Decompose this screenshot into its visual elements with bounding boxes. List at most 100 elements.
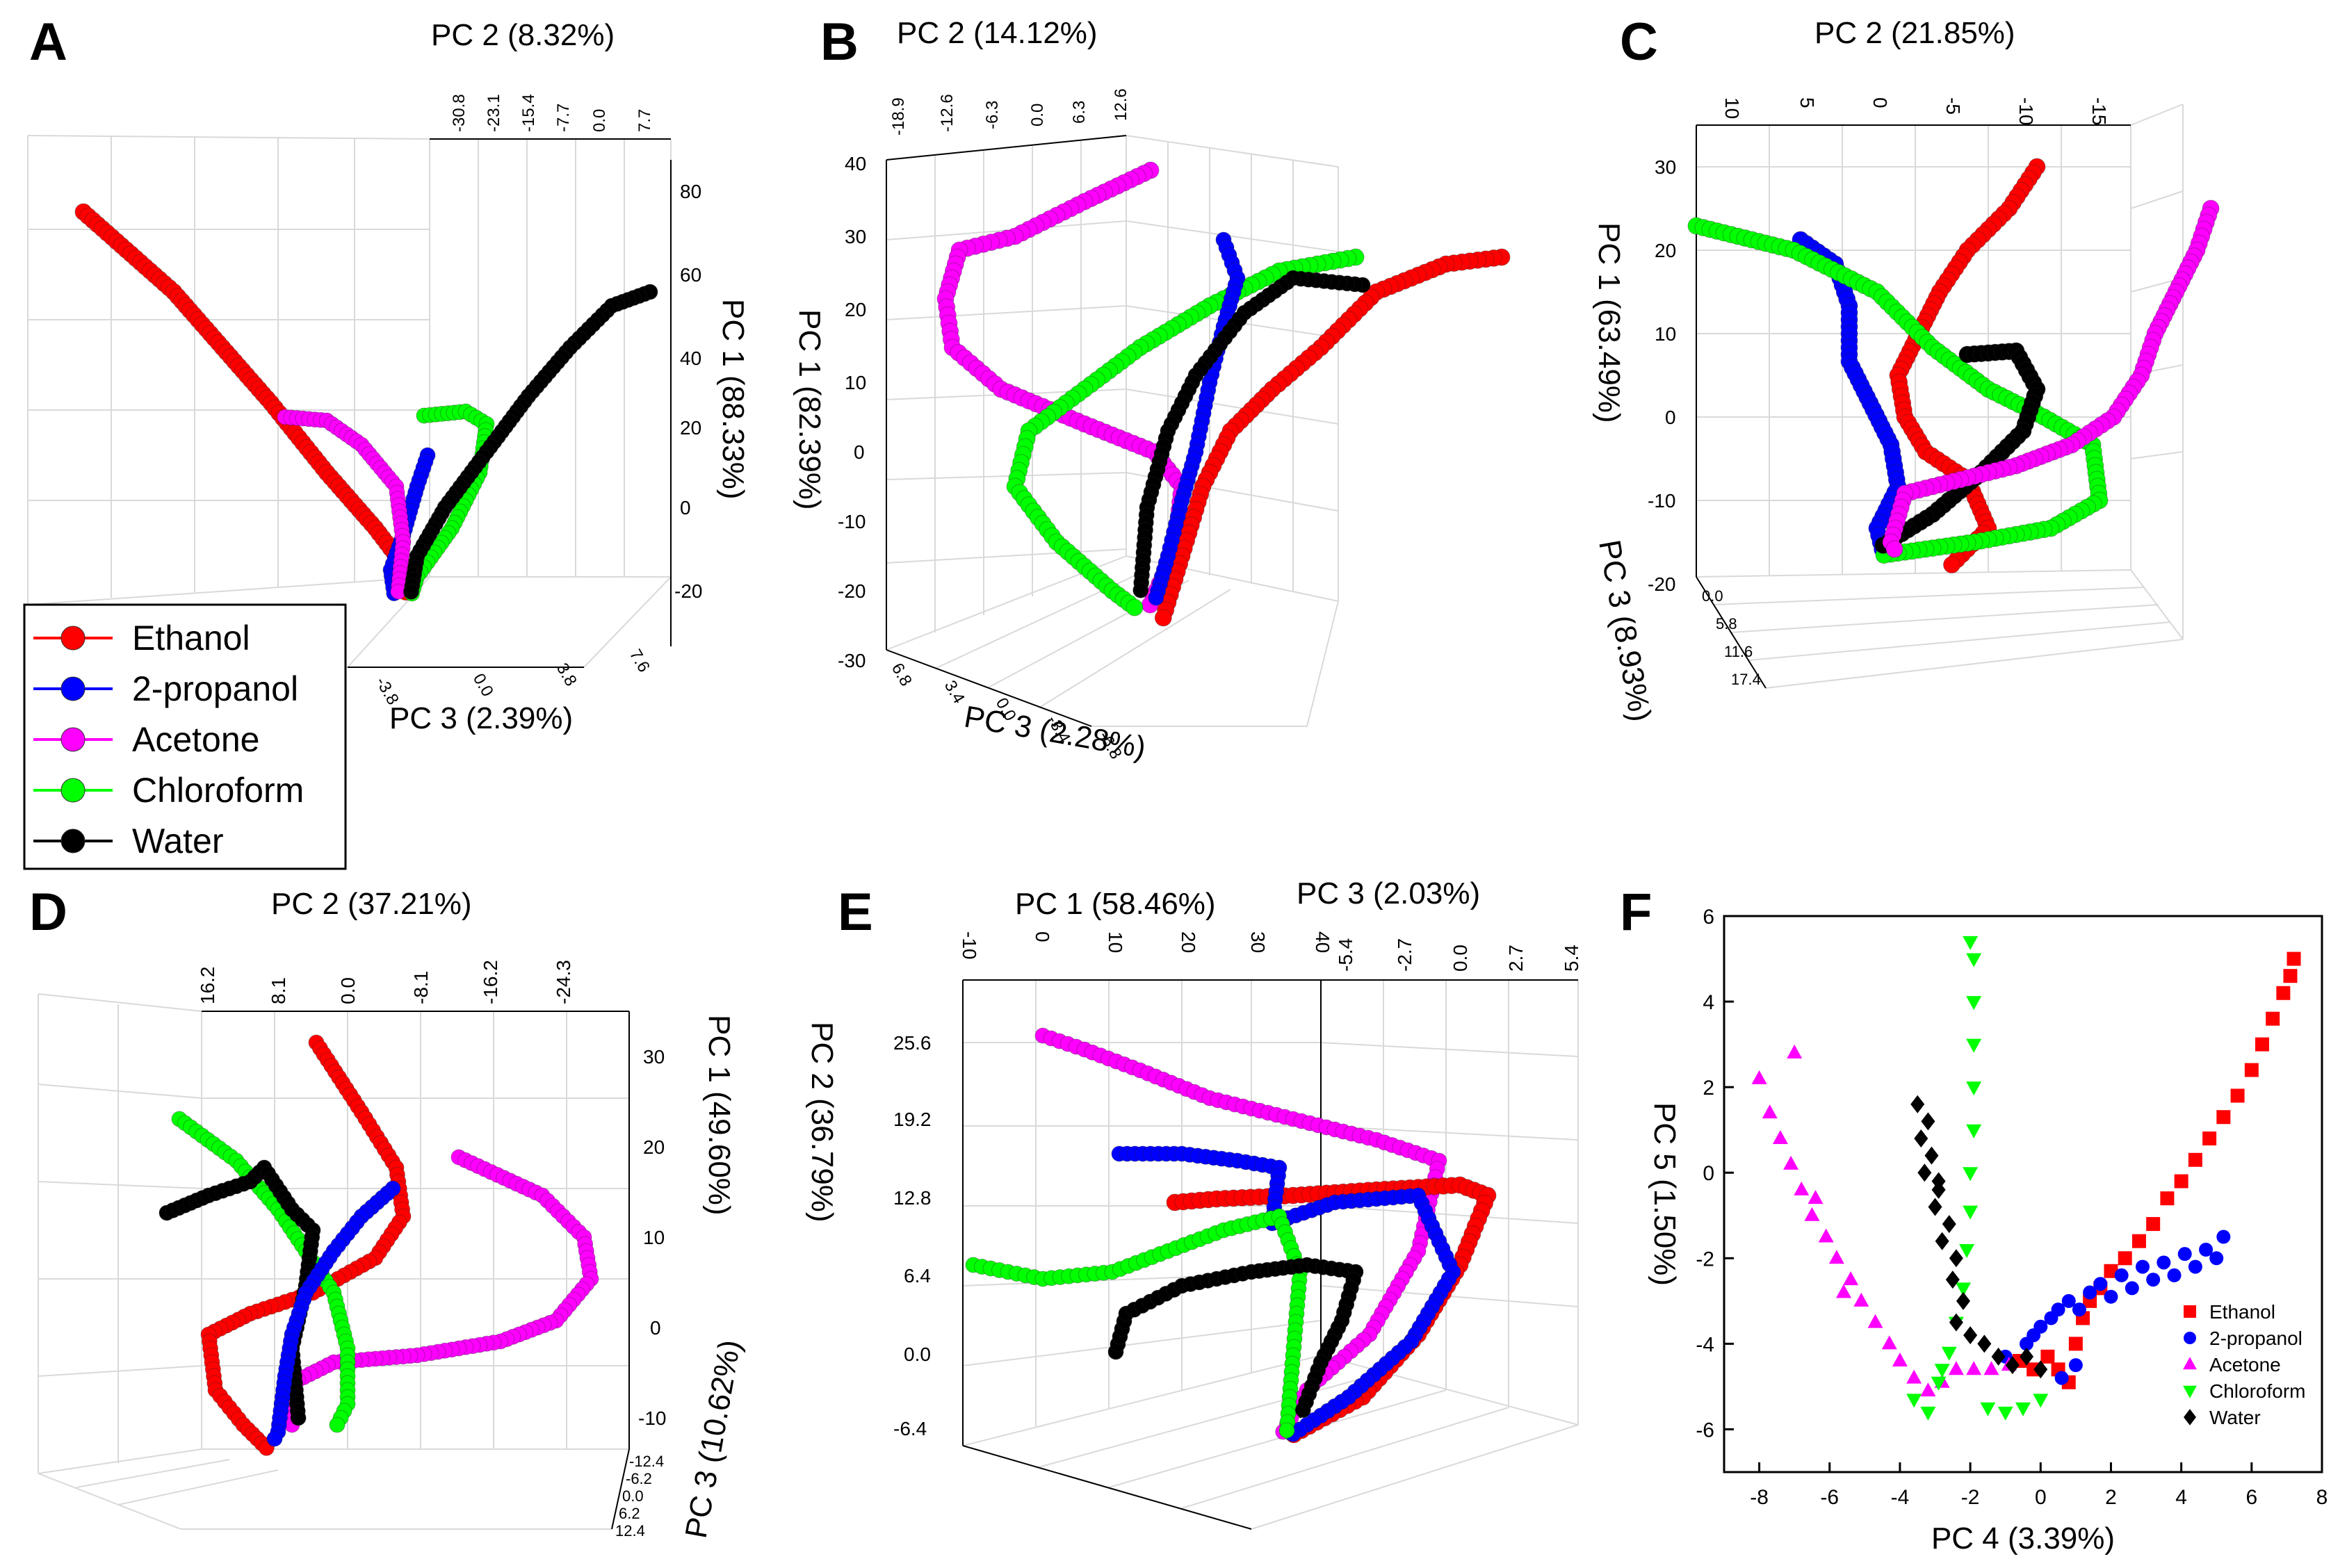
f-legend: Ethanol 2-propanol Acetone Chloroform Water [2183,1301,2305,1428]
f-point [1818,1228,1834,1243]
panel-a-pc1-ticks: 80 60 40 20 0 -20 [674,181,702,602]
f-point [1762,1104,1778,1119]
b-propanol-point [1148,589,1164,606]
a-pc2-tick: 0.0 [590,109,609,132]
f-point [1934,1364,1950,1378]
f-point [2072,1302,2086,1317]
e-pc1-tick: 40 [1312,931,1333,953]
f-legend-marker [2184,1305,2196,1318]
e-pc3-tick: 5.4 [1561,945,1582,972]
panel-c-pc3-ticks: 0.0 5.8 11.6 17.4 [1702,587,1761,688]
e-pc3-tick: -5.4 [1335,938,1356,972]
f-point [2160,1191,2175,1206]
b-pc1-tick: 40 [845,153,866,174]
f-point [1942,1215,1956,1234]
c-pc2-tick: 0 [1869,97,1891,108]
panel-e-pc3-ticks: -5.4 -2.7 0.0 2.7 5.4 [1335,938,1582,972]
d-pc1-tick: 30 [643,1046,665,1068]
legend-label-chloroform: Chloroform [132,771,304,810]
f-point [2202,1132,2217,1145]
b-pc2-tick: -6.3 [983,101,1002,129]
d-pc2-tick: 0.0 [337,977,359,1004]
panel-d-pc1-ticks: 30 20 10 0 -10 [638,1046,666,1429]
f-point [2216,1110,2231,1125]
f-point [2136,1259,2150,1274]
d-pc1-tick: 20 [643,1136,665,1158]
f-point [1966,953,1982,967]
f-series-4 [1910,1095,2048,1379]
panel-letter-c: C [1620,13,1658,72]
c-pc3-tick: 0.0 [1702,587,1723,605]
e-pc1-tick: 0 [1032,931,1053,942]
legend-label-ethanol: Ethanol [132,619,250,658]
f-y-tick-label: 0 [1703,1162,1714,1185]
legend-marker-acetone [60,727,86,752]
f-point [1963,1205,1979,1220]
f-point [2199,1243,2214,1257]
f-point [2015,1402,2031,1416]
b-chloroform [1006,248,1365,616]
panel-b-pc1-ticks: 40 30 20 10 0 -10 -20 -30 [838,153,866,671]
f-point [2146,1273,2161,1287]
d-pc2-tick: 8.1 [268,977,289,1004]
d-ethanol [200,1034,412,1456]
e-pc2-tick: 12.8 [893,1187,932,1209]
e-pc3-tick: 2.7 [1505,945,1527,972]
e-pc1-label: PC 1 (58.46%) [1015,887,1216,921]
f-point [2104,1264,2118,1278]
e-water-point [1294,1402,1311,1419]
f-point [2146,1217,2161,1232]
f-point [2005,1356,2020,1375]
d-pc3-tick: -6.2 [626,1470,652,1487]
legend-label-water: Water [132,822,224,860]
legend-marker-chloroform [60,778,86,803]
panel-letter-e: E [838,883,873,942]
main-legend: Ethanol 2-propanol Acetone Chloroform Water [23,603,347,870]
c-pc2-tick: -10 [2015,97,2037,125]
a-pc2-tick: 7.7 [635,109,654,132]
f-point [1794,1181,1810,1195]
f-point [1991,1347,2006,1366]
f-point [2283,969,2298,983]
f-point [1921,1112,1935,1131]
f-point [2083,1285,2097,1300]
f-point [1836,1284,1851,1298]
f-point [2266,1011,2280,1026]
e-pc2-label: PC 2 (36.79%) [805,1022,839,1223]
d-pc2-tick: -24.3 [553,960,574,1004]
f-x-axis-label: PC 4 (3.39%) [1931,1521,2115,1555]
f-point [1966,996,1982,1011]
f-point [2255,1037,2269,1052]
panel-d-pc2-ticks: 16.2 8.1 0.0 -8.1 -16.2 -24.3 [197,960,574,1004]
legend-marker-water [60,828,86,854]
d-pc3-tick: 6.2 [619,1505,640,1522]
e-pc2-tick: 19.2 [893,1109,932,1130]
c-acetone-point [1885,540,1903,558]
a-pc2-tick: -15.4 [519,94,538,132]
f-y-tick-label: -4 [1696,1333,1714,1356]
panel-f: F -8 -6 -4 -2 0 2 4 6 8 -6 -4 -2 0 2 4 6 PC 4 (3.39%) P… [1620,883,2328,1555]
a-pc2-tick: -23.1 [485,94,503,132]
f-point [1983,1361,1999,1375]
b-pc1-tick: 30 [845,226,866,247]
b-chloroform-point [1126,598,1144,616]
legend-label-acetone: Acetone [132,720,259,759]
f-point [1804,1207,1820,1221]
a-pc2-tick: -7.7 [554,104,573,132]
f-point [1783,1155,1799,1170]
e-pc2-tick: 25.6 [893,1032,932,1054]
legend-marker-propanol [60,676,86,701]
f-point [1945,1271,1960,1289]
a-pc3-label: PC 3 (2.39%) [389,701,573,735]
f-point [2244,1063,2259,1077]
b-pc1-tick: -10 [838,511,866,532]
c-pc3-tick: 11.6 [1724,643,1753,660]
f-y-tick-label: 6 [1703,906,1714,929]
a-pc1-tick: 40 [680,348,701,369]
f-point [2125,1281,2139,1296]
b-water [1132,270,1371,598]
c-pc3-tick: 17.4 [1731,671,1761,688]
b-pc1-tick: 10 [845,372,866,393]
d-pc1-label: PC 1 (49.60%) [702,1015,736,1216]
a-acetone [277,409,412,600]
